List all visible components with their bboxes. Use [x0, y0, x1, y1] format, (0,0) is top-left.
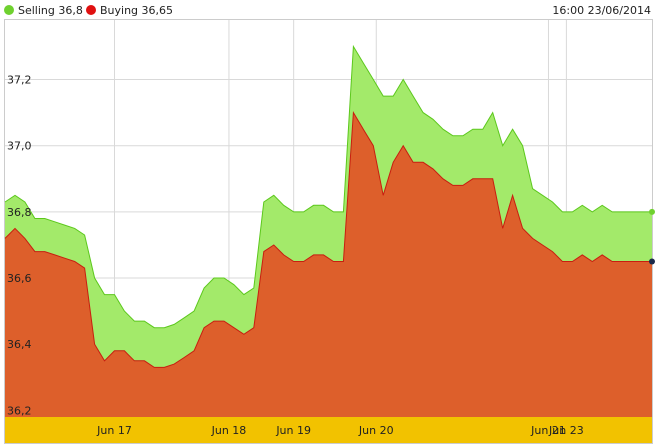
y-tick-label: 36,2 [7, 404, 32, 417]
y-tick-label: 36,4 [7, 338, 32, 351]
y-tick-label: 37,0 [7, 140, 32, 153]
x-tick-label: Jun 20 [358, 424, 394, 437]
end-markers [649, 208, 655, 265]
x-tick-label: Jun 17 [96, 424, 132, 437]
x-axis-bar [5, 417, 652, 443]
legend-buying-label: Buying 36,65 [100, 4, 173, 17]
legend-selling-label: Selling 36,8 [18, 4, 83, 17]
timestamp: 16:00 23/06/2014 [552, 4, 651, 17]
x-tick-label: Jun 19 [275, 424, 311, 437]
y-tick-label: 36,8 [7, 206, 32, 219]
x-tick-label: Jun 18 [211, 424, 247, 437]
y-axis-ticks: 36,2 36,4 36,6 36,8 37,0 37,2 [7, 74, 32, 418]
series-selling-line [4, 44, 652, 329]
x-tick-label: Jun 23 [548, 424, 584, 437]
legend-buying-marker [86, 5, 96, 15]
series-buying-line [4, 110, 652, 368]
series-buying-area [5, 112, 652, 417]
legend-selling-marker [4, 5, 14, 15]
x-tick-label: Jun 21 [530, 424, 566, 437]
buying-end-marker [649, 258, 655, 265]
y-tick-label: 36,6 [7, 272, 32, 285]
legend: Selling 36,8 Buying 36,65 [4, 4, 173, 17]
series-areas [4, 44, 652, 417]
selling-end-marker [649, 208, 655, 215]
y-tick-label: 37,2 [7, 74, 32, 87]
